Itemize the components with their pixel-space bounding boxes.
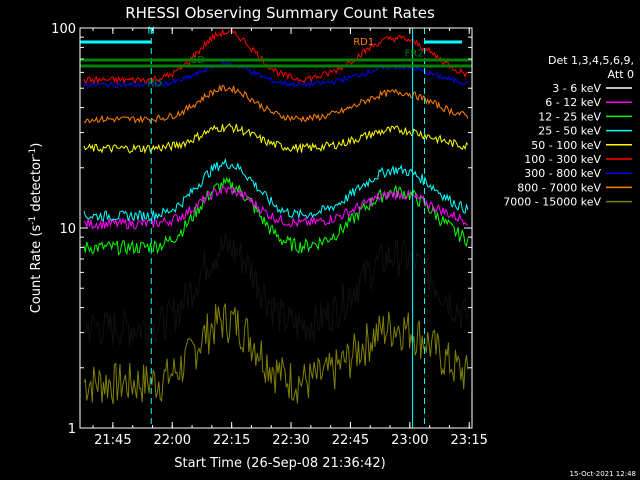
legend-header-line-1: Det 1,3,4,5,6,9,	[548, 54, 634, 67]
annotation-label: RD	[147, 78, 162, 89]
data-traces	[83, 29, 469, 405]
x-axis: 21:45 22:00 22:15 22:30 22:45 23:00 23:15	[92, 28, 488, 448]
footer-date: 15-Oct-2021 12:48	[570, 470, 636, 478]
x-tick-label: 22:15	[213, 433, 250, 448]
x-axis-label: Start Time (26-Sep-08 21:36:42)	[174, 456, 385, 471]
trace-6-12-keV	[83, 185, 468, 231]
y-tick-label: 10	[59, 222, 76, 237]
trace-800-7000-keV	[83, 83, 469, 124]
trace-12-25-keV	[83, 176, 469, 256]
annotation-label: FR2	[405, 49, 424, 60]
legend-label: 6 - 12 keV	[545, 96, 601, 109]
trace-100-300-keV	[83, 29, 468, 85]
trace-300-800-keV	[83, 61, 469, 88]
legend-label: 50 - 100 keV	[531, 139, 601, 152]
legend-label: 300 - 800 keV	[524, 167, 601, 180]
annotation-label: RD1	[353, 37, 374, 48]
trace-3-6-keV	[83, 233, 469, 348]
x-tick-label: 23:00	[391, 433, 428, 448]
x-tick-label: 21:45	[94, 433, 131, 448]
chart-title: RHESSI Observing Summary Count Rates	[125, 4, 435, 22]
annotations: N RD SD RD1 FR2	[147, 25, 423, 89]
legend-label: 3 - 6 keV	[552, 82, 601, 95]
trace-50-100-keV	[83, 123, 469, 155]
y-axis-label: Count Rate (s-1 detector-1)	[28, 143, 44, 314]
x-tick-label: 22:00	[154, 433, 191, 448]
annotation-label: N	[147, 25, 154, 36]
y-axis: 1 10 100	[51, 22, 472, 437]
flag-bars	[80, 28, 472, 428]
x-tick-label: 23:15	[450, 433, 487, 448]
legend-label: 25 - 50 keV	[538, 125, 601, 138]
annotation-label: SD	[191, 55, 205, 66]
legend-label: 12 - 25 keV	[538, 110, 601, 123]
trace-25-50-keV	[83, 157, 469, 222]
legend-label: 7000 - 15000 keV	[503, 196, 601, 209]
legend-label: 100 - 300 keV	[524, 153, 601, 166]
y-tick-label: 100	[51, 22, 76, 37]
trace-7000-15000-keV	[83, 303, 469, 405]
legend-header-line-2: Att 0	[608, 68, 634, 81]
y-tick-label: 1	[68, 422, 76, 437]
legend-label: 800 - 7000 keV	[517, 181, 601, 194]
x-tick-label: 22:30	[272, 433, 309, 448]
x-tick-label: 22:45	[332, 433, 369, 448]
